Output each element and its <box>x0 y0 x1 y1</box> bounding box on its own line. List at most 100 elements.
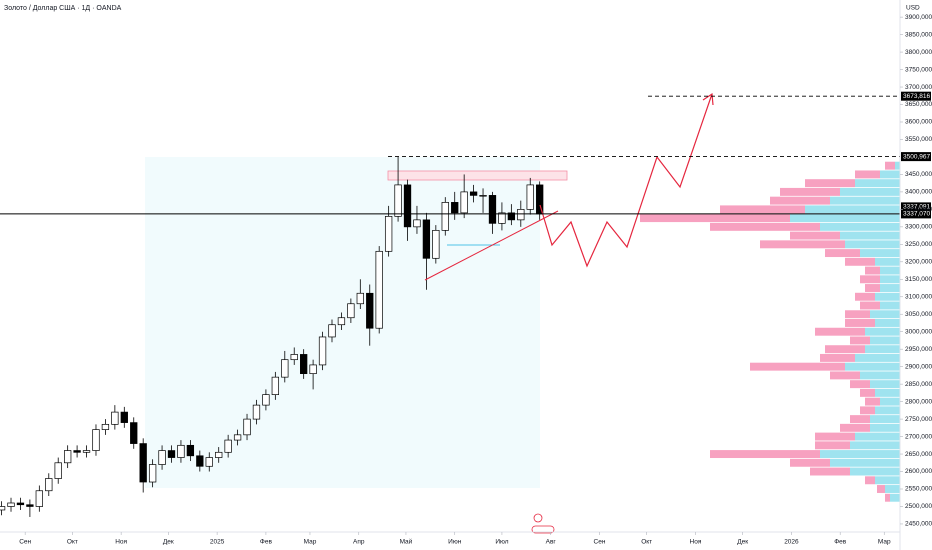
y-tick-label: 3050,000 <box>905 311 932 318</box>
candle-body <box>120 411 128 423</box>
candle-body <box>422 219 431 259</box>
y-tick-label: 3800,000 <box>905 49 932 56</box>
profile-bar <box>870 415 900 424</box>
candle-body <box>309 364 317 375</box>
profile-bar <box>865 327 900 336</box>
x-tick-label: Мар <box>878 539 891 546</box>
profile-bar <box>845 310 870 319</box>
profile-bar <box>710 450 820 459</box>
profile-bar <box>865 397 880 406</box>
y-tick-label: 3200,000 <box>905 259 932 266</box>
candle-body <box>271 376 280 395</box>
profile-bar <box>880 301 900 310</box>
profile-bar <box>860 406 875 415</box>
profile-bar <box>880 397 900 406</box>
profile-bar <box>850 380 870 389</box>
profile-bar <box>895 161 900 170</box>
profile-bar <box>850 441 900 450</box>
y-tick-label: 3450,000 <box>905 171 932 178</box>
candle-body <box>337 317 346 326</box>
profile-bar <box>815 327 865 336</box>
profile-bar <box>850 467 900 476</box>
candle-body <box>318 336 327 366</box>
x-tick-label: Окт <box>641 539 652 546</box>
profile-bar <box>890 493 900 502</box>
profile-bar <box>850 336 870 345</box>
y-tick-label: 2700,000 <box>905 433 932 440</box>
x-tick-label: Дек <box>737 539 748 546</box>
y-tick-label: 3000,000 <box>905 328 932 335</box>
profile-bar <box>845 240 900 249</box>
profile-bar <box>880 284 900 292</box>
profile-bar <box>877 485 885 493</box>
y-tick-label: 3850,000 <box>905 31 932 38</box>
x-tick-label: Окт <box>67 539 78 546</box>
profile-bar <box>815 432 855 441</box>
profile-bar <box>860 301 880 310</box>
profile-bar <box>760 240 845 249</box>
profile-bar <box>640 214 790 223</box>
candle-body <box>148 464 157 483</box>
x-tick-label: Ноя <box>690 539 702 546</box>
event-icon[interactable] <box>533 513 543 523</box>
price-badge-label: 3337,091 <box>903 204 930 211</box>
x-tick-label: Дек <box>163 539 174 546</box>
profile-bar <box>840 187 900 196</box>
y-tick-label: 2950,000 <box>905 346 932 353</box>
profile-bar <box>830 458 900 467</box>
candle-body <box>92 429 100 451</box>
x-tick-label: Авг <box>546 539 557 546</box>
profile-bar <box>875 406 900 415</box>
profile-bar <box>710 222 820 231</box>
x-tick-label: Апр <box>353 539 365 546</box>
candle-body <box>536 184 544 215</box>
y-tick-label: 3250,000 <box>905 241 932 248</box>
price-badge <box>901 202 931 212</box>
candle-body <box>186 444 195 457</box>
profile-bar <box>720 205 805 214</box>
candle-body <box>375 250 383 329</box>
profile-bar <box>815 441 850 450</box>
candle-body <box>243 418 251 436</box>
profile-bar <box>860 249 900 258</box>
candle-body <box>469 191 478 196</box>
profile-bar <box>820 450 900 459</box>
profile-bar <box>870 423 900 432</box>
profile-bar <box>820 222 900 231</box>
candle-body <box>498 212 506 224</box>
price-badge <box>901 152 931 162</box>
y-tick-label: 3700,000 <box>905 84 932 91</box>
candle-body <box>0 506 6 511</box>
profile-bar <box>790 458 830 467</box>
x-tick-label: Сен <box>594 539 606 546</box>
candle-body <box>366 292 374 329</box>
profile-bar <box>790 214 900 223</box>
x-tick-label: Июл <box>495 539 508 546</box>
candle-body <box>432 229 440 259</box>
y-tick-label: 3400,000 <box>905 189 932 196</box>
y-tick-label: 2500,000 <box>905 503 932 510</box>
candle-body <box>224 439 232 453</box>
price-badge-label: 3337,070 <box>903 211 930 218</box>
projection-path <box>539 93 713 268</box>
event-icon[interactable] <box>531 525 555 534</box>
y-tick-label: 2800,000 <box>905 398 932 405</box>
y-tick-label: 3300,000 <box>905 224 932 231</box>
candle-body <box>403 184 412 228</box>
profile-bar <box>870 336 900 345</box>
profile-bar <box>865 284 880 292</box>
profile-bar <box>865 345 900 354</box>
candle-body <box>300 354 308 375</box>
candle-body <box>451 202 459 214</box>
profile-bar <box>880 170 900 179</box>
trend-line <box>424 210 559 281</box>
candle-body <box>7 502 15 507</box>
candle-body <box>413 219 421 228</box>
candle-body <box>460 191 468 214</box>
profile-bar <box>855 353 900 362</box>
profile-bar <box>885 493 890 502</box>
profile-bar <box>860 275 880 284</box>
profile-bar <box>875 388 900 397</box>
